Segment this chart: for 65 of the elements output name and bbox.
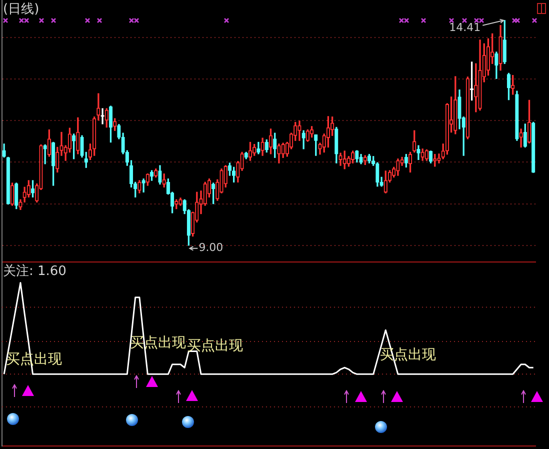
candlestick bbox=[248, 142, 252, 161]
candlestick bbox=[142, 178, 146, 192]
candlestick bbox=[359, 154, 363, 164]
candlestick bbox=[302, 130, 306, 150]
candlestick bbox=[14, 182, 18, 210]
candlestick bbox=[306, 129, 310, 142]
annotation: 9.00 bbox=[198, 241, 224, 254]
chart-title: (日线) bbox=[3, 2, 40, 17]
candlestick bbox=[532, 122, 536, 173]
candlestick bbox=[10, 182, 14, 206]
candlestick bbox=[454, 76, 458, 134]
candlestick bbox=[420, 148, 424, 161]
candlestick bbox=[80, 135, 84, 158]
candlestick bbox=[162, 174, 166, 188]
annotation: 买点出现 bbox=[187, 338, 243, 354]
candlestick bbox=[174, 199, 178, 210]
candlestick bbox=[478, 40, 482, 111]
candlestick bbox=[527, 100, 532, 144]
candlestick bbox=[256, 142, 260, 154]
candlestick bbox=[515, 90, 519, 141]
candlestick bbox=[252, 144, 256, 156]
annotation: 14.41 bbox=[449, 21, 481, 34]
candlestick bbox=[416, 145, 420, 160]
candlestick bbox=[138, 180, 142, 194]
candlestick bbox=[2, 144, 6, 158]
candlestick bbox=[519, 128, 523, 148]
candlestick bbox=[404, 154, 408, 168]
candlestick bbox=[260, 138, 264, 156]
candlestick bbox=[424, 149, 428, 161]
candlestick bbox=[363, 155, 367, 166]
candlestick bbox=[396, 158, 400, 176]
chart-title: 关注: 1.60 bbox=[3, 264, 66, 279]
candlestick bbox=[30, 180, 35, 198]
candlestick bbox=[76, 117, 80, 154]
candlestick bbox=[277, 144, 281, 164]
candlestick bbox=[244, 152, 248, 160]
candlestick bbox=[433, 154, 437, 167]
candlestick bbox=[51, 142, 56, 186]
candlestick bbox=[100, 108, 104, 124]
candlestick bbox=[338, 152, 342, 166]
candlestick bbox=[437, 154, 441, 164]
candlestick bbox=[298, 120, 302, 141]
candlestick bbox=[384, 170, 388, 194]
candlestick bbox=[458, 90, 462, 130]
candlestick bbox=[178, 198, 182, 206]
candlestick bbox=[412, 130, 416, 153]
candlestick bbox=[47, 129, 52, 157]
candlestick bbox=[376, 162, 380, 187]
candlestick bbox=[506, 72, 511, 100]
candlestick bbox=[6, 156, 10, 205]
candlestick bbox=[314, 134, 318, 156]
candlestick bbox=[511, 74, 515, 95]
candlestick bbox=[466, 76, 470, 140]
candlestick bbox=[72, 134, 76, 160]
candlestick bbox=[84, 152, 88, 168]
candlestick bbox=[113, 118, 117, 131]
candlestick bbox=[108, 106, 113, 143]
candlestick bbox=[367, 154, 372, 164]
candlestick bbox=[502, 20, 506, 64]
candlestick bbox=[498, 25, 502, 71]
candlestick bbox=[43, 144, 47, 164]
candlestick bbox=[334, 126, 338, 164]
candlestick bbox=[232, 166, 236, 182]
candlestick bbox=[268, 128, 273, 154]
candlestick bbox=[158, 165, 162, 185]
